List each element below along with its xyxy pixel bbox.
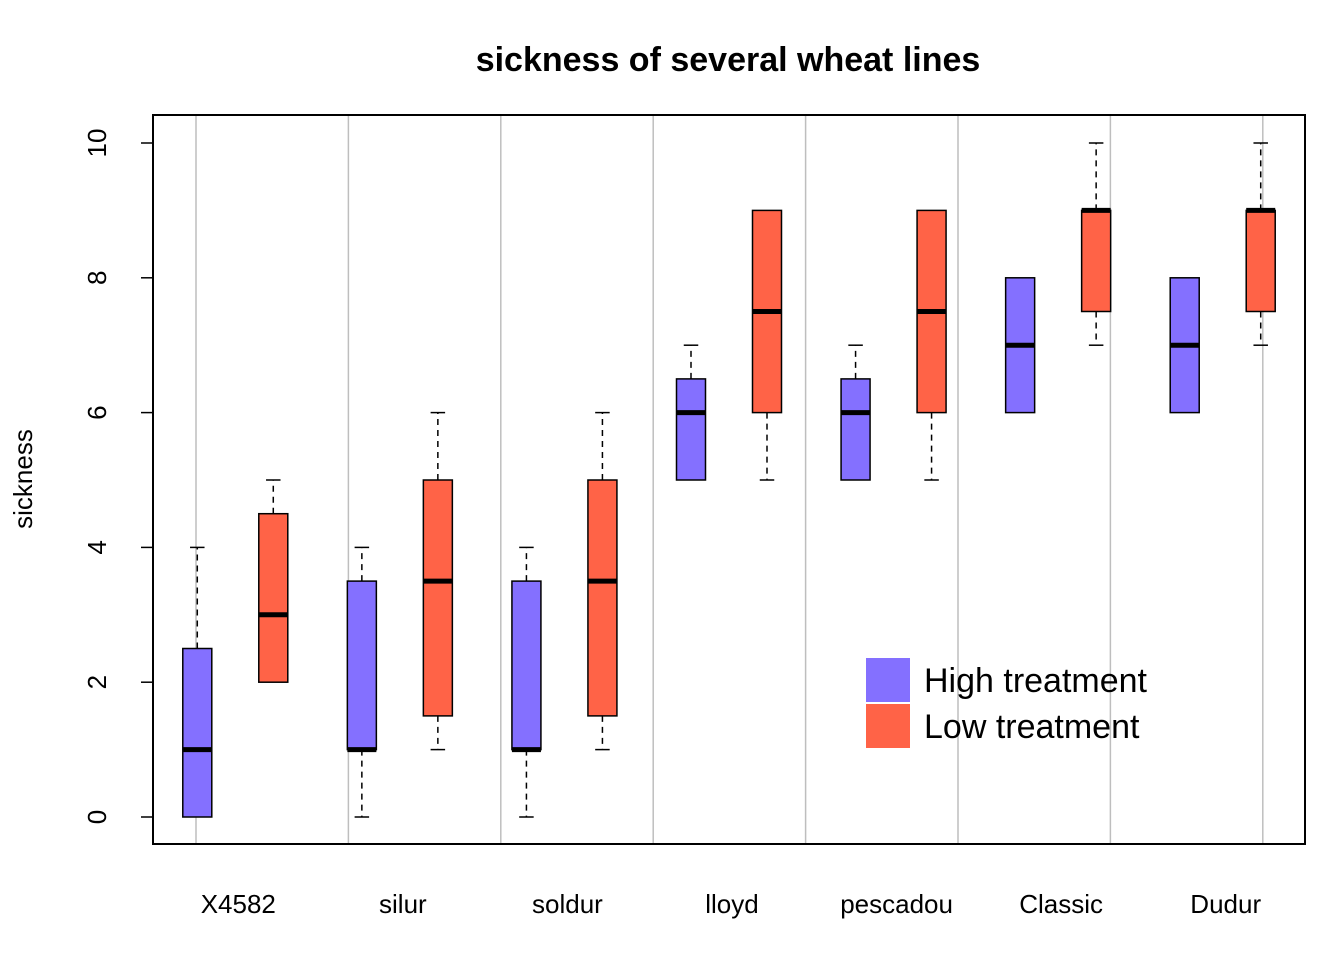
x-axis: X4582 silur soldur lloyd pescadou Classic Dudu… <box>201 889 1262 919</box>
x-tick-label: silur <box>379 889 427 919</box>
y-tick-label: 6 <box>82 405 112 419</box>
box-high-treatment-pescadou <box>840 344 871 481</box>
chart-title: sickness of several wheat lines <box>476 41 981 79</box>
box-high-treatment-lloyd <box>675 344 707 481</box>
box-low-treatment-x4582 <box>258 479 289 683</box>
box-low-treatment-silur <box>422 411 454 751</box>
box-rect <box>587 479 618 717</box>
y-axis-label: sickness <box>8 429 38 529</box>
legend-swatch <box>866 658 910 702</box>
box-high-treatment-dudur <box>1169 277 1200 414</box>
box-low-treatment-pescadou <box>916 209 947 481</box>
box-high-treatment-x4582 <box>182 546 213 818</box>
legend-label: High treatment <box>924 662 1148 700</box>
box-rect <box>675 378 707 481</box>
box-rect <box>1245 209 1276 313</box>
y-axis: 0 2 4 6 8 10 <box>82 129 154 824</box>
box-high-treatment-silur <box>346 546 378 818</box>
box-rect <box>346 580 378 751</box>
y-tick-label: 4 <box>82 540 112 554</box>
x-tick-label: Classic <box>1019 889 1103 919</box>
y-tick-label: 10 <box>82 129 112 158</box>
box-low-treatment-dudur <box>1245 142 1276 346</box>
box-low-treatment-soldur <box>587 411 618 751</box>
box-rect <box>258 512 289 683</box>
x-tick-label: pescadou <box>840 889 953 919</box>
box-rect <box>511 580 542 751</box>
x-tick-label: Dudur <box>1190 889 1261 919</box>
box-high-treatment-soldur <box>511 546 542 818</box>
box-rect <box>422 479 454 717</box>
y-tick-label: 0 <box>82 810 112 824</box>
box-rect <box>182 647 213 818</box>
box-rect <box>840 378 871 481</box>
x-tick-label: soldur <box>532 889 603 919</box>
x-tick-label: X4582 <box>201 889 276 919</box>
box-low-treatment-classic <box>1080 142 1112 346</box>
legend-swatch <box>866 704 910 748</box>
legend: High treatment Low treatment <box>866 658 1148 748</box>
box-low-treatment-lloyd <box>751 209 783 481</box>
y-tick-label: 2 <box>82 675 112 689</box>
y-tick-label: 8 <box>82 271 112 285</box>
boxes <box>182 142 1276 818</box>
x-tick-label: lloyd <box>705 889 758 919</box>
box-high-treatment-classic <box>1004 277 1036 414</box>
legend-label: Low treatment <box>924 708 1140 746</box>
box-rect <box>1080 209 1112 313</box>
